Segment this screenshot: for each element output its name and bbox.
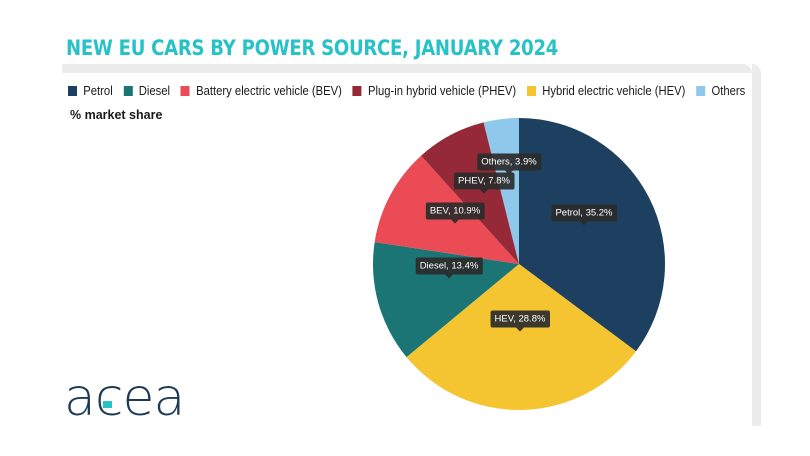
data-label-bev: BEV, 10.9% [425, 202, 485, 224]
pie-slice-phev [421, 122, 519, 265]
legend-swatch-others [696, 86, 706, 96]
legend-item-petrol: Petrol [68, 84, 113, 98]
legend-swatch-petrol [68, 86, 77, 96]
frame-right-bar [752, 64, 761, 426]
legend-label-phev: Plug-in hybrid vehicle (PHEV) [367, 84, 517, 98]
data-label-phev: PHEV, 7.8% [454, 172, 515, 194]
legend-swatch-bev [180, 86, 190, 96]
legend-item-bev: Battery electric vehicle (BEV) [180, 84, 342, 98]
pie-slice-petrol [519, 118, 666, 352]
data-label-text-others: Others, 3.9% [481, 157, 537, 168]
acea-logo: acea [64, 368, 185, 428]
data-label-diesel: Diesel, 13.4% [415, 257, 483, 279]
data-label-text-phev: PHEV, 7.8% [458, 176, 510, 187]
data-label-text-petrol: Petrol, 35.2% [555, 208, 613, 219]
legend-item-diesel: Diesel [123, 84, 170, 98]
data-label-hev: HEV, 28.8% [490, 310, 550, 332]
legend-item-hev: Hybrid electric vehicle (HEV) [526, 84, 686, 98]
legend-item-others: Others [696, 84, 745, 98]
data-label-others: Others, 3.9% [477, 153, 542, 175]
legend: Petrol Diesel Battery electric vehicle (… [68, 84, 756, 98]
data-label-petrol: Petrol, 35.2% [551, 204, 618, 226]
legend-label-hev: Hybrid electric vehicle (HEV) [542, 84, 686, 98]
legend-swatch-phev [352, 86, 362, 96]
legend-swatch-diesel [123, 86, 133, 96]
legend-item-phev: Plug-in hybrid vehicle (PHEV) [352, 84, 517, 98]
chart-subtitle: % market share [70, 108, 163, 122]
data-label-text-hev: HEV, 28.8% [495, 314, 546, 325]
chart-title: NEW EU CARS BY POWER SOURCE, JANUARY 202… [66, 36, 559, 60]
legend-swatch-hev [526, 86, 536, 96]
legend-label-petrol: Petrol [83, 84, 113, 98]
legend-label-others: Others [711, 84, 746, 98]
data-label-text-diesel: Diesel, 13.4% [420, 261, 479, 272]
legend-label-bev: Battery electric vehicle (BEV) [196, 84, 342, 98]
frame-top-bar [62, 64, 752, 73]
data-label-text-bev: BEV, 10.9% [430, 206, 481, 217]
legend-label-diesel: Diesel [138, 84, 171, 98]
logo-accent-mark [103, 401, 112, 408]
pie-slice-hev [406, 264, 637, 411]
